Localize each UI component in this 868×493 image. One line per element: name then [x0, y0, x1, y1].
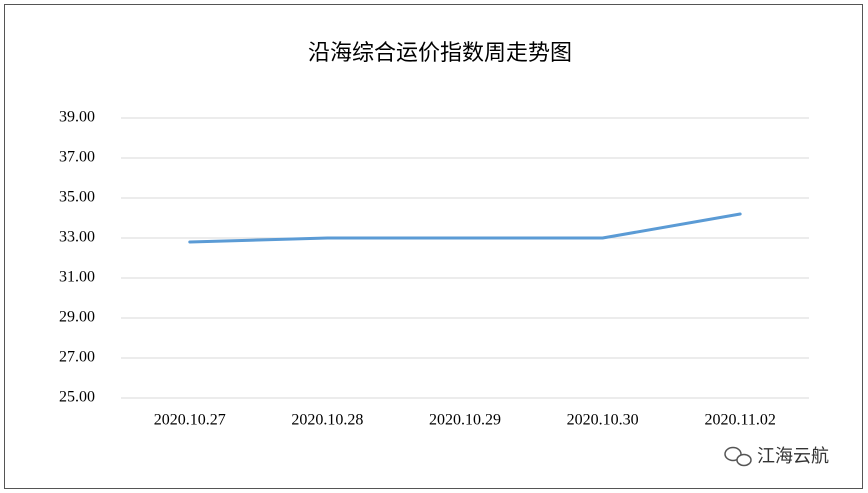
y-tick-label: 39.00 — [59, 109, 95, 126]
watermark: 江海云航 — [757, 446, 829, 467]
x-tick-label: 2020.11.02 — [704, 412, 775, 429]
x-tick-label: 2020.10.30 — [567, 412, 639, 429]
y-tick-label: 37.00 — [59, 149, 95, 166]
line-series — [188, 212, 742, 244]
chart-title: 沿海综合运价指数周走势图 — [308, 40, 572, 65]
y-tick-label: 31.00 — [59, 269, 95, 286]
x-tick-label: 2020.10.28 — [291, 412, 363, 429]
chart-border — [4, 4, 863, 489]
y-tick-label: 25.00 — [59, 389, 95, 406]
y-tick-label: 29.00 — [59, 309, 95, 326]
y-tick-label: 27.00 — [59, 349, 95, 366]
y-tick-label: 33.00 — [59, 229, 95, 246]
x-tick-label: 2020.10.29 — [429, 412, 501, 429]
y-tick-label: 35.00 — [59, 189, 95, 206]
x-tick-label: 2020.10.27 — [154, 412, 226, 429]
watermark-icon — [724, 446, 752, 467]
